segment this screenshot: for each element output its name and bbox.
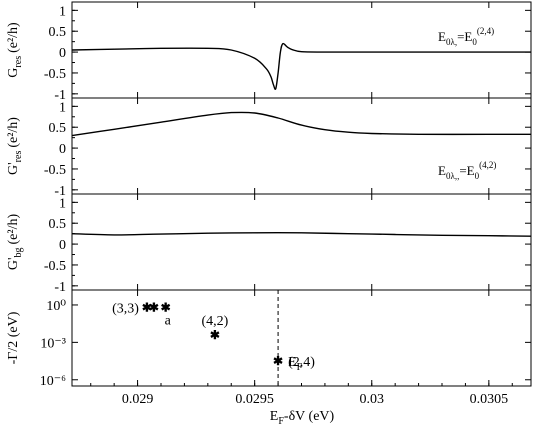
y-tick-label: -1 <box>54 88 66 103</box>
x-tick-label: 0.0295 <box>235 392 274 407</box>
g-res-ylabel-main: G <box>6 68 21 78</box>
data-point-label: (3,3) <box>112 301 139 316</box>
y-tick-label: 1 <box>59 196 66 211</box>
g-res-ylabel-sub: res <box>13 56 24 68</box>
fermi-energy-label-sub: F <box>297 362 303 373</box>
g-prime-res-ylabel-main: G' <box>6 162 21 175</box>
panel-g-prime-bg: 1 0.5 0 -0.5 -1 G'bg (e²/h) <box>6 193 532 295</box>
fermi-energy-label-main: E <box>288 355 297 370</box>
x-tick-label: 0.0305 <box>470 392 509 407</box>
y-tick-label: 10⁻³ <box>40 336 66 351</box>
y-tick-label: 1 <box>59 4 66 19</box>
g-res-ylabel-units: (e²/h) <box>6 22 21 53</box>
g-prime-bg-ylabel-sub: bg <box>13 247 24 257</box>
y-tick-label: 1 <box>59 100 66 115</box>
g-res-curve <box>71 42 531 90</box>
g-prime-bg-ylabel-main: G' <box>6 257 21 270</box>
y-tick-label: 0.5 <box>49 217 67 232</box>
x-tick-label: 0.029 <box>122 392 154 407</box>
g-prime-bg-curve <box>71 232 532 237</box>
x-axis-label-rest: -δV (eV) <box>284 409 335 424</box>
y-tick-label: 10⁻⁶ <box>40 374 66 389</box>
y-tick-label: 0 <box>59 238 66 253</box>
x-axis-label-main: E <box>270 409 279 424</box>
data-point: ✱ <box>273 354 283 368</box>
y-tick-label: 10⁰ <box>46 299 66 314</box>
g-prime-res-curve <box>71 111 531 137</box>
y-tick-label: -0.5 <box>44 163 66 178</box>
g-prime-res-ylabel-sub: res <box>13 151 24 163</box>
fermi-energy-label: EF <box>288 355 303 373</box>
data-point: ✱ <box>149 300 159 314</box>
panel-g-prime-res: 1 0.5 0 -0.5 -1 G'res (e²/h) E0λ,,=E0(4,2) <box>6 97 532 199</box>
data-point-label: a <box>165 313 172 328</box>
panel-g-prime-bg-frame <box>71 193 532 291</box>
g-res-annotation: E0λ,=E0(2,4) <box>438 26 494 47</box>
data-point-label: (2,4) <box>288 355 315 370</box>
data-point: ✱ <box>142 300 152 314</box>
y-tick-label: -1 <box>54 280 66 295</box>
y-tick-label: 0 <box>59 46 66 61</box>
g-prime-res-ylabel-units: (e²/h) <box>6 117 21 148</box>
panel-g-res-frame <box>71 1 532 99</box>
x-tick-label: 0.03 <box>360 392 385 407</box>
y-tick-label: 0.5 <box>49 25 67 40</box>
y-tick-label: -0.5 <box>44 259 66 274</box>
x-axis-label: EF-δV (eV) <box>270 409 335 427</box>
panel-g-res: 1 0.5 0 -0.5 -1 Gres (e²/h) E0λ,=E0(2,4) <box>6 1 532 103</box>
g-prime-bg-ylabel-units: (e²/h) <box>6 214 21 245</box>
x-axis-label-sub: F <box>278 416 284 427</box>
y-tick-label: 0.5 <box>49 121 67 136</box>
panel-g-prime-res-frame <box>71 97 532 195</box>
g-prime-res-ylabel: G'res (e²/h) <box>6 117 24 175</box>
gamma-ylabel: -Γ/2 (eV) <box>6 311 21 364</box>
g-prime-res-annotation: E0λ,,=E0(4,2) <box>438 160 496 181</box>
data-point: ✱ <box>161 300 171 314</box>
y-tick-label: -1 <box>54 184 66 199</box>
y-tick-label: 0 <box>59 142 66 157</box>
g-res-ylabel: Gres (e²/h) <box>6 22 24 78</box>
data-point: ✱ <box>210 328 220 342</box>
y-tick-label: -0.5 <box>44 67 66 82</box>
g-prime-bg-ylabel: G'bg (e²/h) <box>6 214 24 271</box>
data-point-label: (4,2) <box>201 314 228 329</box>
